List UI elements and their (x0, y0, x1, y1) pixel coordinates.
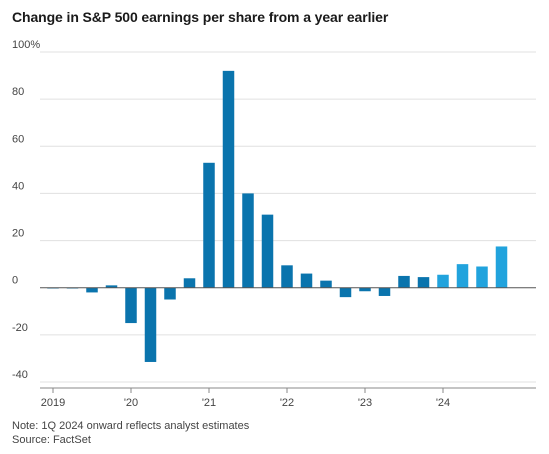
bar (437, 274, 449, 288)
x-tick-label: '24 (436, 397, 450, 409)
bar (183, 278, 196, 288)
x-tick-label: '21 (202, 397, 216, 409)
bar (164, 287, 176, 300)
bar (300, 273, 313, 288)
bar (320, 280, 332, 288)
y-axis-labels: 100% 80 60 40 20 0 -20 -40 (12, 39, 40, 381)
bar (476, 266, 488, 288)
y-tick-label: 20 (12, 228, 24, 240)
y-tick-label: 40 (12, 180, 24, 192)
bar (144, 287, 157, 362)
bar (203, 162, 215, 288)
y-tick-label: 60 (12, 133, 24, 145)
source-note: Source: FactSet (12, 434, 91, 446)
bar (417, 277, 430, 288)
bar (456, 264, 469, 288)
bars (47, 70, 508, 362)
bar (398, 275, 410, 288)
bar (359, 287, 371, 292)
bar (105, 285, 118, 288)
x-tick-label: 2019 (41, 397, 65, 409)
bar (242, 193, 254, 288)
y-tick-label: 0 (12, 275, 18, 287)
x-tick-label: '20 (124, 397, 138, 409)
bar (261, 214, 274, 288)
x-axis-labels: 2019 '20 '21 '22 '23 '24 (41, 397, 450, 409)
y-tick-label: -20 (12, 322, 28, 334)
bar (339, 287, 352, 298)
bar (495, 246, 508, 288)
footnote: Note: 1Q 2024 onward reflects analyst es… (12, 420, 250, 432)
y-tick-label: -40 (12, 369, 28, 381)
x-axis (40, 287, 536, 393)
gridlines (40, 51, 536, 383)
bar (125, 287, 137, 324)
y-tick-label: 100% (12, 39, 40, 51)
y-tick-label: 80 (12, 86, 24, 98)
chart-footer: Note: 1Q 2024 onward reflects analyst es… (12, 419, 249, 447)
x-tick-label: '22 (280, 397, 294, 409)
bar (222, 70, 235, 288)
bar (281, 265, 293, 288)
bar (378, 287, 391, 296)
bar (86, 287, 98, 293)
x-tick-label: '23 (358, 397, 372, 409)
chart-title: Change in S&P 500 earnings per share fro… (12, 9, 389, 25)
